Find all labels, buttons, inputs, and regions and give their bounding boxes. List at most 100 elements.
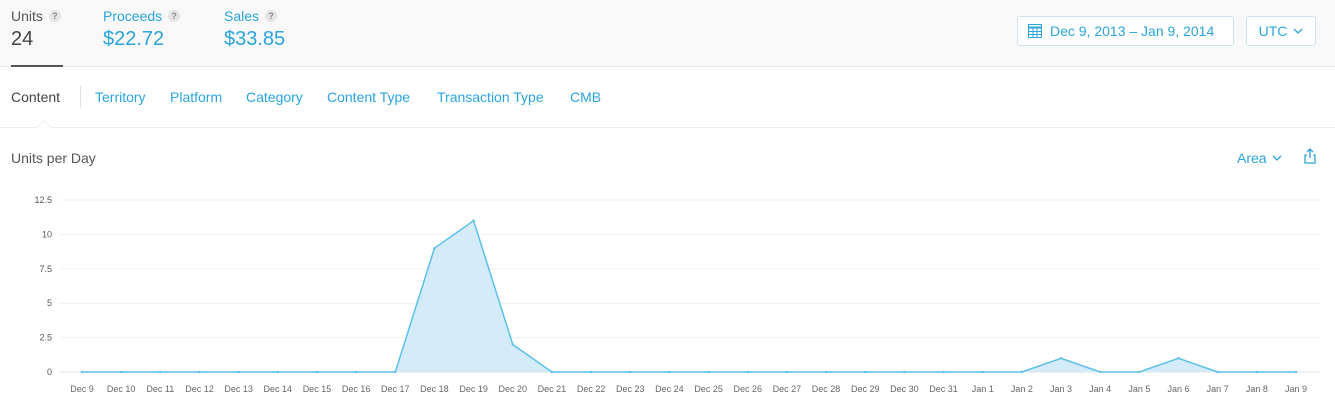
proceeds-metric[interactable]: Proceeds? $22.72 <box>103 8 181 51</box>
x-tick-label: Dec 30 <box>890 384 919 394</box>
data-point <box>237 370 240 374</box>
units-value: 24 <box>11 28 34 50</box>
x-tick-label: Dec 15 <box>303 384 332 394</box>
data-point <box>1294 370 1298 374</box>
data-point <box>354 370 358 374</box>
x-tick-label: Jan 8 <box>1246 384 1268 394</box>
x-tick-label: Dec 17 <box>381 384 410 394</box>
data-point <box>159 370 162 374</box>
calendar-icon <box>1028 24 1042 38</box>
x-tick-label: Dec 19 <box>459 384 488 394</box>
data-point <box>981 370 984 374</box>
chart-type-dropdown[interactable]: Area <box>1237 150 1282 166</box>
x-tick-label: Dec 18 <box>420 384 449 394</box>
x-tick-label: Dec 13 <box>224 384 253 394</box>
chevron-down-icon <box>1272 155 1282 161</box>
proceeds-help-icon[interactable]: ? <box>168 10 181 22</box>
y-tick-label: 0 <box>47 367 52 377</box>
data-point <box>315 370 319 374</box>
tab-divider <box>80 86 81 108</box>
dimension-tabs: Content Territory Platform Category Cont… <box>0 67 1335 128</box>
proceeds-value: $22.72 <box>103 28 165 50</box>
x-tick-label: Dec 25 <box>694 384 723 394</box>
data-point <box>1059 357 1063 360</box>
units-label: Units <box>11 8 43 24</box>
x-tick-label: Dec 24 <box>655 384 684 394</box>
x-tick-label: Jan 4 <box>1089 384 1111 394</box>
sales-metric[interactable]: Sales? $33.85 <box>224 8 285 51</box>
y-tick-label: 2.5 <box>39 333 52 343</box>
data-point <box>433 246 436 250</box>
units-metric[interactable]: Units? 24 <box>11 8 61 51</box>
data-point <box>276 370 280 374</box>
tab-territory[interactable]: Territory <box>95 89 146 105</box>
x-tick-label: Dec 16 <box>342 384 371 394</box>
data-point <box>1216 370 1219 374</box>
chevron-down-icon <box>1293 28 1303 34</box>
data-point <box>1020 370 1024 374</box>
data-point <box>511 343 514 346</box>
x-tick-label: Dec 29 <box>851 384 880 394</box>
x-tick-label: Dec 31 <box>929 384 958 394</box>
sales-value: $33.85 <box>224 28 286 50</box>
y-tick-label: 7.5 <box>39 264 52 274</box>
x-tick-label: Dec 21 <box>538 384 567 394</box>
tab-transaction-type[interactable]: Transaction Type <box>437 89 544 105</box>
active-metric-underline <box>11 65 63 67</box>
x-tick-label: Dec 28 <box>812 384 841 394</box>
units-per-day-chart: 0 2.5 5 7.5 10 12.5 Dec 9 Dec 10 Dec 11 Dec 12 Dec… <box>34 195 1320 394</box>
sales-label: Sales <box>224 8 260 24</box>
x-tick-label: Dec 10 <box>107 384 136 394</box>
timezone-button[interactable]: UTC <box>1246 16 1316 46</box>
data-point <box>746 370 749 374</box>
series-line <box>82 219 1296 373</box>
metrics-bar: Units? 24 Proceeds? $22.72 Sales? $33.85… <box>0 0 1335 67</box>
active-tab-caret <box>36 120 52 128</box>
data-point <box>864 370 867 374</box>
x-tick-label: Jan 6 <box>1168 384 1190 394</box>
x-tick-label: Dec 20 <box>499 384 528 394</box>
x-tick-label: Dec 26 <box>733 384 762 394</box>
date-range-button[interactable]: Dec 9, 2013 – Jan 9, 2014 <box>1017 16 1234 46</box>
data-point <box>629 370 632 374</box>
share-icon[interactable] <box>1302 147 1318 165</box>
units-help-icon[interactable]: ? <box>48 10 61 22</box>
data-point <box>198 370 201 374</box>
sales-help-icon[interactable]: ? <box>265 10 278 22</box>
proceeds-label: Proceeds <box>103 8 163 24</box>
data-point <box>1098 370 1102 374</box>
tab-category[interactable]: Category <box>246 89 303 105</box>
x-tick-label: Dec 27 <box>773 384 802 394</box>
tab-content-type[interactable]: Content Type <box>327 89 411 105</box>
x-tick-label: Jan 5 <box>1128 384 1150 394</box>
data-point <box>472 219 475 222</box>
x-tick-label: Jan 1 <box>972 384 994 394</box>
y-tick-label: 10 <box>42 229 52 239</box>
data-point <box>668 370 671 374</box>
data-point <box>119 370 123 374</box>
x-tick-label: Dec 11 <box>146 384 174 394</box>
data-point <box>394 370 397 374</box>
x-tick-label: Dec 9 <box>70 384 94 394</box>
chart-type-label: Area <box>1237 150 1267 166</box>
y-tick-label: 5 <box>47 298 52 308</box>
data-point <box>550 370 554 374</box>
data-point <box>1177 357 1180 360</box>
tab-platform[interactable]: Platform <box>170 89 223 105</box>
x-tick-label: Jan 2 <box>1011 384 1033 394</box>
tab-cmb[interactable]: CMB <box>570 89 602 105</box>
data-point <box>707 370 710 374</box>
data-point <box>1138 370 1141 374</box>
x-tick-label: Jan 3 <box>1050 384 1072 394</box>
data-point <box>589 370 593 374</box>
data-point <box>824 370 828 374</box>
x-tick-label: Dec 14 <box>264 384 293 394</box>
x-tick-label: Jan 9 <box>1285 384 1307 394</box>
x-tick-label: Jan 7 <box>1207 384 1229 394</box>
y-tick-label: 12.5 <box>34 195 52 205</box>
x-tick-label: Dec 22 <box>577 384 606 394</box>
data-point <box>80 370 84 374</box>
tab-content[interactable]: Content <box>11 89 61 105</box>
area-fill <box>82 220 1296 372</box>
data-point <box>1255 370 1259 374</box>
